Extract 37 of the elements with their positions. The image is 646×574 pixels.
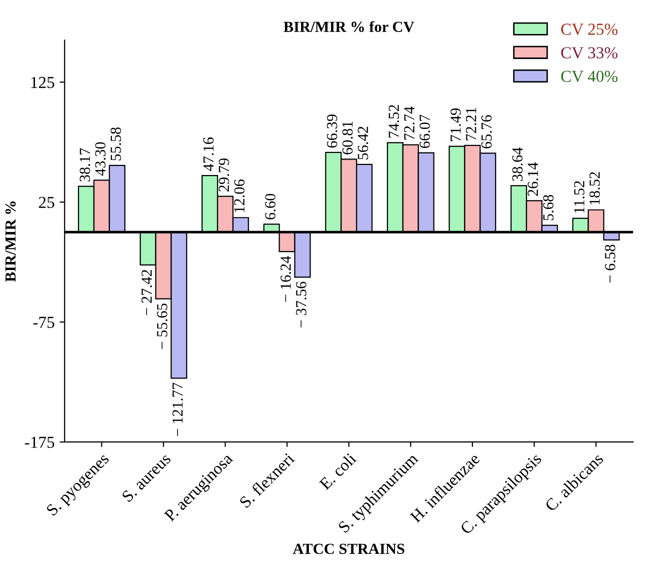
data-label: 55.58	[110, 127, 122, 160]
y-tick-label: -75	[33, 316, 54, 328]
legend-label: CV 40%	[561, 70, 618, 82]
y-tick-label: 125	[31, 76, 54, 88]
data-label: 18.52	[590, 172, 600, 204]
data-label: 26.14	[528, 162, 538, 196]
data-label: 43.30	[95, 142, 106, 176]
y-axis-title: BIR/MIR %	[5, 202, 16, 282]
x-axis-title: ATCC STRAINS	[292, 544, 404, 554]
y-tick-label: -175	[24, 436, 54, 448]
data-label: 66.39	[326, 114, 338, 148]
data-label: 29.79	[218, 158, 230, 192]
data-label: 56.42	[358, 126, 368, 160]
data-label: 11.52	[574, 181, 584, 213]
chart-title: BIR/MIR % for CV	[284, 21, 414, 32]
data-label: 60.81	[342, 122, 353, 154]
data-label: 66.07	[420, 114, 430, 148]
data-label: − 16.24	[280, 256, 291, 302]
data-label: 47.16	[203, 137, 214, 172]
data-label: 74.52	[388, 105, 400, 138]
data-label: − 27.42	[142, 270, 152, 316]
data-label: 72.21	[466, 108, 476, 140]
y-tick-label: 25	[38, 196, 54, 208]
data-label: 38.64	[512, 147, 523, 181]
legend-label: CV 33%	[561, 47, 618, 59]
data-label: 5.68	[543, 194, 554, 220]
data-label: 6.60	[265, 194, 276, 220]
data-label: 65.76	[481, 115, 492, 148]
data-label: − 55.65	[157, 304, 168, 350]
data-label: 71.49	[450, 108, 461, 142]
data-label: 12.06	[234, 180, 245, 212]
legend-label: CV 25%	[561, 24, 618, 35]
data-label: 38.17	[80, 148, 90, 182]
data-label: 72.74	[404, 106, 415, 140]
data-label: − 121.77	[172, 382, 183, 436]
data-label: − 6.58	[604, 244, 616, 283]
data-label: − 37.56	[296, 282, 306, 328]
